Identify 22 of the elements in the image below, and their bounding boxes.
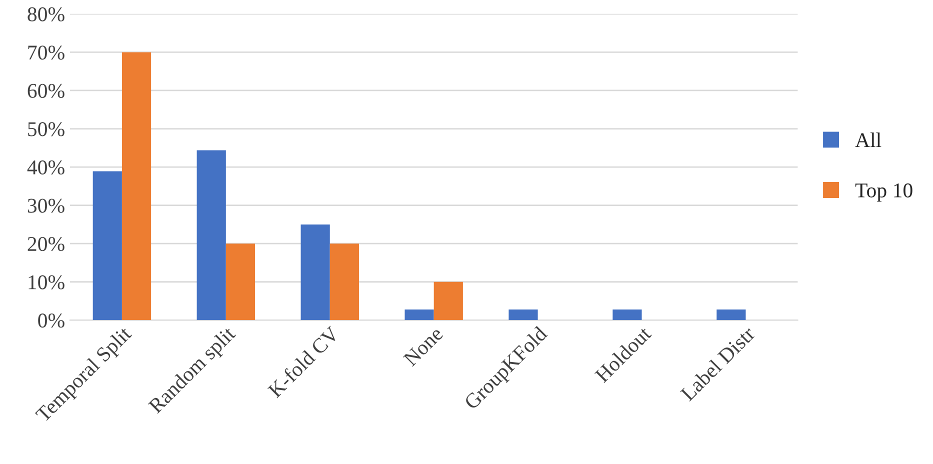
y-tick-label: 60% xyxy=(28,84,64,98)
legend-label: All xyxy=(855,132,882,147)
bar xyxy=(330,244,359,320)
legend-label: Top 10 xyxy=(855,183,912,202)
y-tick-label: 50% xyxy=(28,122,64,136)
bar xyxy=(300,224,330,320)
y-tick-label: 20% xyxy=(28,236,64,252)
bar xyxy=(434,282,463,320)
bar xyxy=(716,309,746,320)
bar xyxy=(122,52,152,320)
bar xyxy=(404,309,434,320)
bar xyxy=(612,309,642,320)
y-tick-label: 70% xyxy=(28,46,64,60)
y-tick-label: 10% xyxy=(28,275,64,290)
y-tick-label: 40% xyxy=(27,160,64,175)
bar xyxy=(196,150,226,320)
bar xyxy=(226,244,256,320)
y-tick-label: 0% xyxy=(38,314,64,328)
bar xyxy=(508,309,538,320)
y-tick-label: 80% xyxy=(28,7,64,22)
y-tick-label: 30% xyxy=(28,198,64,213)
bar xyxy=(92,171,122,320)
